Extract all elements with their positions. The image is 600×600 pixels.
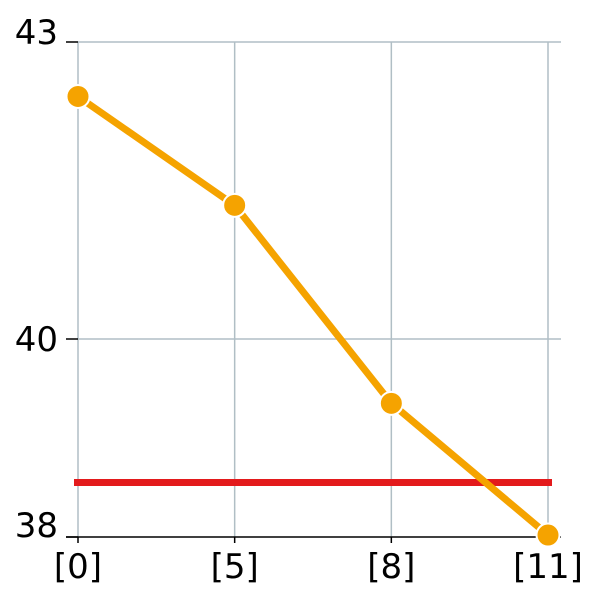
data-point <box>378 390 404 416</box>
x-tick-label: [0] <box>54 547 102 587</box>
y-tick-label: 40 <box>15 320 58 360</box>
series-group <box>65 83 561 548</box>
x-tick-label: [11] <box>513 547 583 587</box>
axes <box>66 41 561 543</box>
data-point <box>535 522 561 548</box>
x-tick-label: [8] <box>367 547 415 587</box>
data-point <box>65 83 91 109</box>
tick-labels: 38 40 43 [0] [5] [8] [11] <box>15 13 583 587</box>
grid <box>78 41 561 537</box>
series-line <box>76 93 551 538</box>
y-tick-label: 43 <box>15 13 58 53</box>
y-tick-label: 38 <box>15 506 58 546</box>
data-point <box>222 192 248 218</box>
x-tick-label: [5] <box>211 547 259 587</box>
